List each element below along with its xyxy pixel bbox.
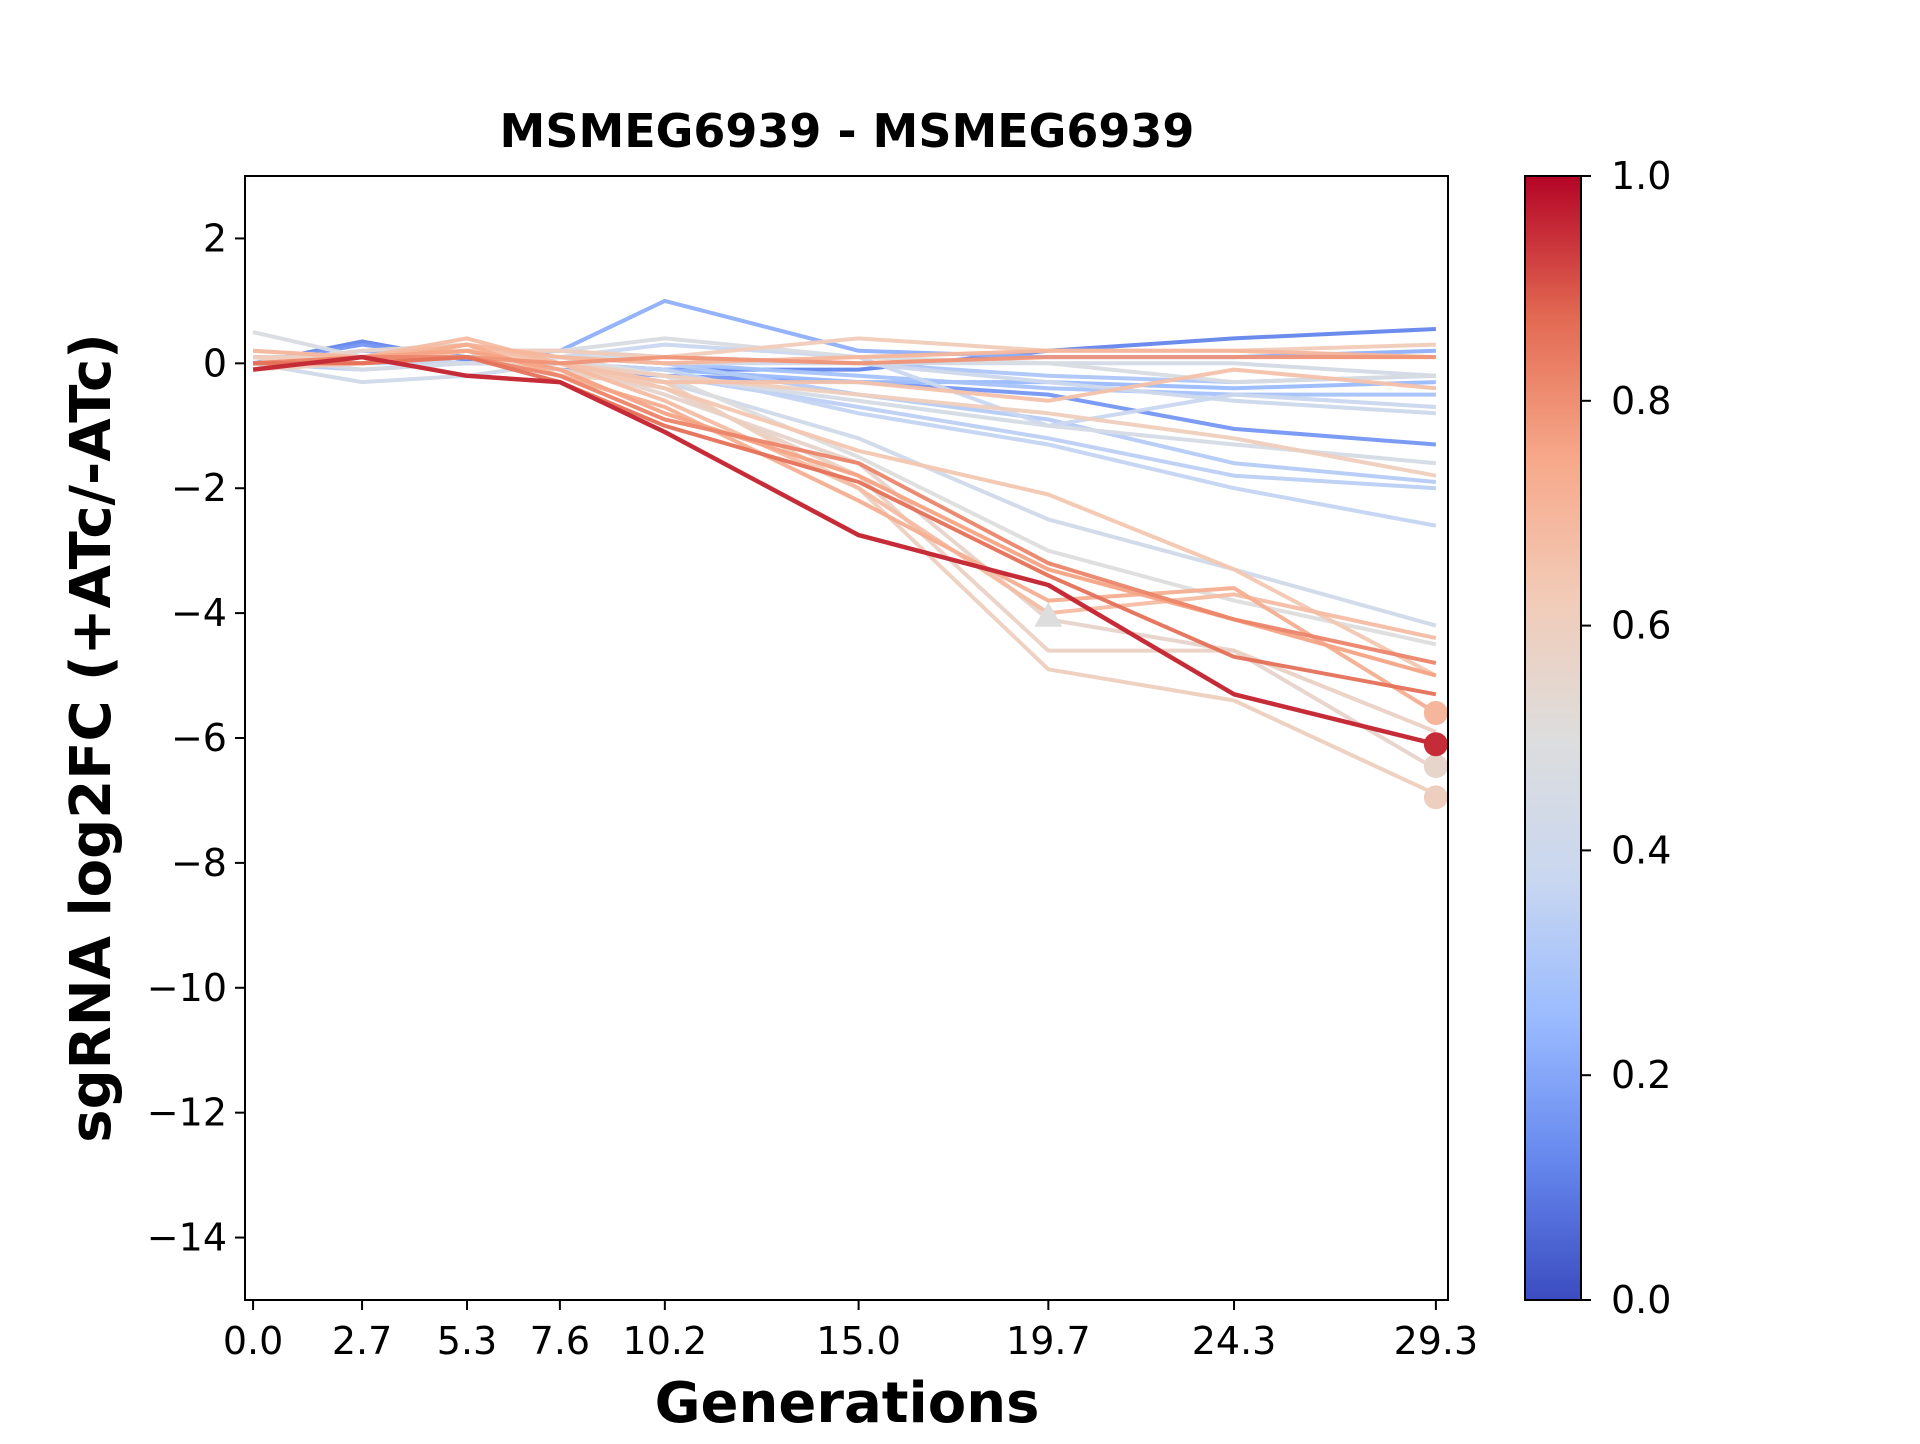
colorbar: 0.0 0.2 0.4 0.6 0.8 1.0 xyxy=(1524,154,1671,1322)
colorbar-gradient xyxy=(1524,175,1582,1301)
series-line-22 xyxy=(253,348,1437,678)
x-tick-label: 10.2 xyxy=(623,1319,708,1363)
y-tick-label: 2 xyxy=(203,216,227,260)
y-tick-label: −2 xyxy=(171,466,227,510)
x-tick-label: 0.0 xyxy=(223,1319,283,1363)
x-tick-label: 15.0 xyxy=(816,1319,901,1363)
series-line-31 xyxy=(252,354,1437,747)
colorbar-ticks: 0.0 0.2 0.4 0.6 0.8 1.0 xyxy=(1581,154,1671,1322)
series-markers xyxy=(1034,602,1448,810)
colorbar-tick-label: 0.4 xyxy=(1611,828,1671,872)
y-tick-label: −10 xyxy=(147,966,227,1010)
x-axis: 0.0 2.7 5.3 7.6 10.2 15.0 19.7 24.3 29.3 xyxy=(223,1300,1478,1363)
chart-title: MSMEG6939 - MSMEG6939 xyxy=(500,104,1195,158)
circle-marker-5 xyxy=(1423,732,1448,757)
circle-marker-4 xyxy=(1423,785,1448,810)
circle-marker-3 xyxy=(1423,754,1448,779)
circle-marker-2 xyxy=(1423,701,1448,726)
y-tick-label: −8 xyxy=(171,841,227,885)
x-tick-label: 2.7 xyxy=(332,1319,392,1363)
y-axis: 2 0 −2 −4 −6 −8 −10 −12 −14 xyxy=(147,216,245,1260)
x-tick-label: 24.3 xyxy=(1192,1319,1277,1363)
y-tick-label: −14 xyxy=(147,1216,227,1260)
y-tick-label: −6 xyxy=(171,716,227,760)
series-line-17 xyxy=(252,342,1437,771)
colorbar-tick-label: 0.8 xyxy=(1611,379,1671,423)
series-lines xyxy=(252,298,1437,797)
x-tick-label: 19.7 xyxy=(1006,1319,1091,1363)
colorbar-tick-label: 0.6 xyxy=(1611,604,1671,648)
series-line-25 xyxy=(252,342,1436,366)
colorbar-tick-label: 0.0 xyxy=(1611,1278,1671,1322)
y-axis-label: sgRNA log2FC (+ATc/-ATc) xyxy=(59,333,124,1143)
plot-area xyxy=(244,175,1449,1301)
y-tick-label: −4 xyxy=(171,591,227,635)
x-tick-label: 7.6 xyxy=(530,1319,590,1363)
y-tick-label: −12 xyxy=(147,1091,227,1135)
y-tick-label: 0 xyxy=(203,341,227,385)
series-line-29 xyxy=(252,355,1437,666)
colorbar-tick-label: 1.0 xyxy=(1611,154,1671,198)
triangle-marker-1 xyxy=(1034,602,1063,627)
x-axis-label: Generations xyxy=(655,1371,1040,1436)
x-tick-label: 29.3 xyxy=(1394,1319,1479,1363)
x-tick-label: 5.3 xyxy=(437,1319,497,1363)
colorbar-tick-label: 0.2 xyxy=(1611,1053,1671,1097)
